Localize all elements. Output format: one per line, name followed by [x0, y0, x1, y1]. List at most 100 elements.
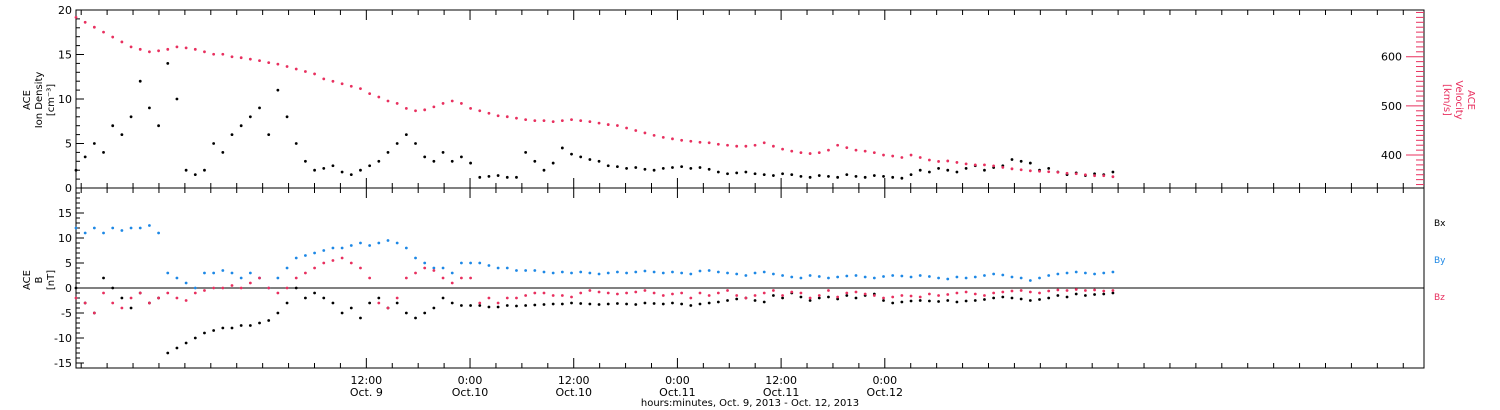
by-point	[827, 276, 830, 280]
velocity-point	[129, 45, 133, 49]
bz-point	[349, 261, 353, 265]
by-point	[845, 274, 849, 278]
density-point	[570, 152, 573, 156]
density-point	[579, 155, 583, 159]
bx-point	[359, 316, 362, 320]
by-point	[184, 281, 188, 285]
bz-point	[368, 276, 372, 280]
by-point	[377, 241, 381, 245]
by-point	[111, 226, 115, 230]
density-point	[726, 172, 729, 176]
density-point	[716, 170, 720, 174]
bz-point	[469, 276, 472, 280]
bz-point	[854, 290, 858, 294]
time-tick-label: 12:00	[350, 374, 382, 387]
by-point	[193, 286, 197, 290]
bz-point	[212, 286, 216, 290]
b-axis-title-line3: [nT]	[46, 270, 57, 290]
density-point	[404, 133, 408, 137]
bx-point	[735, 297, 739, 301]
by-point	[927, 275, 931, 278]
velocity-point	[1010, 167, 1014, 171]
density-point	[386, 151, 390, 154]
density-point	[505, 175, 509, 179]
bx-point	[203, 331, 206, 335]
bz-point	[1001, 290, 1005, 294]
density-point	[441, 151, 445, 154]
bx-point	[909, 299, 913, 303]
bx-point	[120, 296, 124, 300]
density-point	[927, 170, 931, 174]
by-point	[395, 241, 399, 245]
velocity-point	[368, 92, 372, 95]
legend-bx: Bx	[1434, 219, 1446, 229]
bz-point	[918, 295, 922, 299]
by-point	[1065, 271, 1069, 275]
bz-point	[92, 311, 96, 315]
bx-point	[432, 306, 436, 310]
velocity-point	[689, 139, 693, 143]
velocity-point	[680, 138, 684, 142]
bx-point	[340, 311, 344, 315]
velocity-point	[891, 154, 895, 158]
density-point	[671, 166, 674, 169]
bz-point	[616, 292, 619, 296]
by-point	[276, 276, 280, 280]
bz-point	[304, 271, 307, 275]
density-point	[148, 106, 151, 110]
by-point	[1074, 270, 1078, 274]
by-point	[781, 274, 784, 277]
bx-point	[441, 296, 445, 300]
velocity-point	[1056, 170, 1060, 174]
density-point	[533, 159, 537, 163]
time-tick-label: 0:00	[665, 374, 690, 387]
bx-point	[230, 326, 234, 330]
density-point	[854, 175, 858, 178]
density-point	[771, 174, 775, 177]
bx-point	[1102, 292, 1106, 296]
velocity-point	[863, 149, 867, 153]
density-point	[129, 115, 133, 119]
bx-point	[404, 311, 408, 315]
velocity-point	[781, 147, 784, 151]
velocity-point	[1074, 172, 1078, 176]
velocity-point	[340, 82, 344, 86]
bz-point	[450, 281, 454, 285]
date-tick-label: Oct.11	[659, 386, 696, 399]
magnetic-field-series	[74, 224, 1115, 355]
bz-point	[716, 291, 720, 295]
density-point	[92, 142, 96, 145]
bx-point	[560, 302, 564, 306]
velocity-point	[900, 156, 904, 159]
bz-point	[74, 296, 78, 300]
velocity-point	[148, 50, 151, 54]
density-point	[882, 175, 885, 178]
density-axis-ticks: 0 5 10 15 20	[58, 4, 84, 195]
velocity-axis-ticks: 400 500 600	[1381, 11, 1424, 186]
time-tick-label: 0:00	[458, 374, 483, 387]
date-tick-label: Oct.10	[555, 386, 592, 399]
bz-point	[258, 276, 261, 280]
density-point	[157, 124, 160, 128]
density-point	[643, 167, 647, 171]
density-point	[872, 174, 876, 177]
density-tick-label: 0	[65, 182, 72, 195]
by-point	[148, 224, 151, 227]
bx-point	[799, 295, 803, 299]
by-point	[1093, 272, 1096, 276]
density-point	[781, 172, 784, 176]
density-point	[955, 170, 959, 174]
density-point	[744, 170, 748, 174]
bz-point	[964, 290, 968, 294]
velocity-point	[157, 49, 160, 53]
bx-point	[258, 321, 261, 325]
density-point	[1010, 158, 1014, 161]
density-point	[1019, 159, 1023, 163]
bx-point	[781, 296, 784, 300]
bx-point	[496, 305, 500, 309]
bz-point	[689, 296, 693, 300]
bx-point	[854, 296, 858, 300]
bz-point	[707, 294, 711, 297]
density-point	[276, 88, 280, 92]
bz-point	[148, 301, 151, 305]
